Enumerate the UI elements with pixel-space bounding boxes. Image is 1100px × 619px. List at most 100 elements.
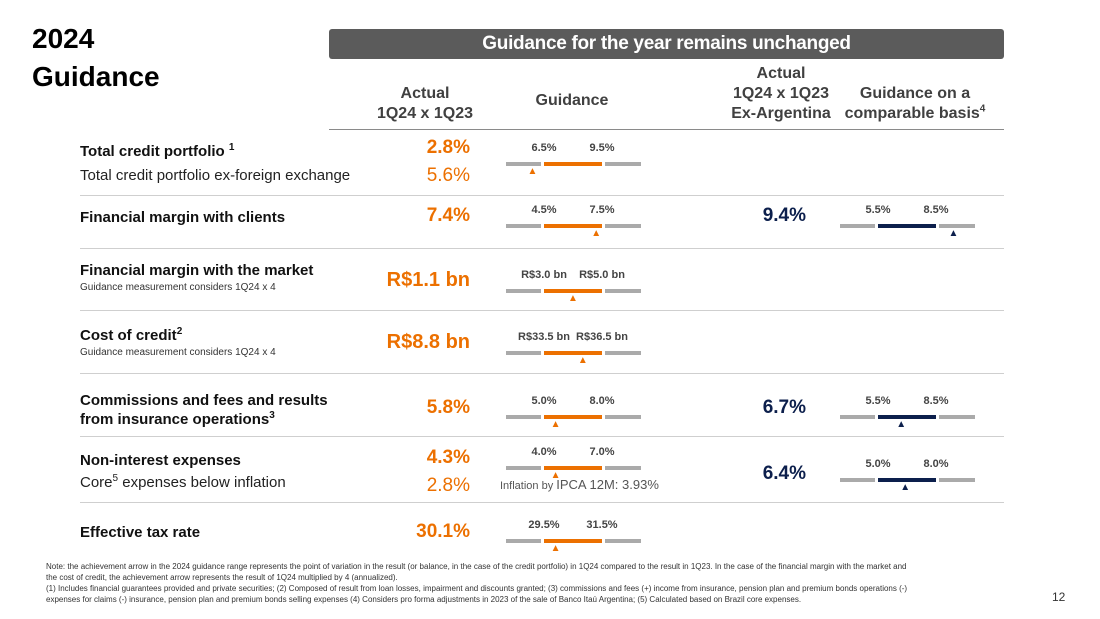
row-separator (80, 195, 1004, 196)
row-separator (80, 373, 1004, 374)
gauge-high-label: 8.0% (923, 458, 949, 470)
col-head-ex-arg-line1: Actual (756, 65, 806, 82)
gauge-bar-below (506, 162, 541, 166)
gauge-bar-below (506, 351, 541, 355)
col-head-comparable-line2: comparable basis4 (826, 104, 1004, 124)
footnote-line-1: Note: the achievement arrow in the 2024 … (46, 562, 907, 571)
col-head-guidance-label: Guidance (535, 92, 609, 109)
gauge-bar-below (840, 224, 875, 228)
header-rule (329, 129, 1004, 130)
gauge-bar-above (939, 478, 975, 482)
row-label-commissions: Commissions and fees and results from in… (80, 391, 328, 429)
actual-cost-of-credit: R$8.8 bn (386, 331, 470, 353)
actual-core-expenses: 2.8% (426, 475, 470, 496)
actual-nii-clients: 7.4% (426, 205, 470, 226)
col-head-actual: Actual 1Q24 x 1Q23 (355, 84, 495, 124)
gauge-high-label: R$5.0 bn (579, 269, 625, 281)
guidance-gauge-non-interest-expenses: 4.0% 7.0% ▲ (506, 446, 641, 481)
footnote: Note: the achievement arrow in the 2024 … (46, 561, 1036, 605)
gauge-bar-below (506, 289, 541, 293)
guidance-gauge-cost-of-credit: R$33.5 bn R$36.5 bn ▲ (506, 331, 641, 366)
gauge-low-label: 5.5% (865, 395, 891, 407)
achievement-arrow-icon: ▲ (900, 482, 911, 493)
achievement-arrow-icon: ▲ (550, 419, 561, 430)
gauge-high-label: 7.0% (589, 446, 615, 458)
gauge-bar-above (939, 224, 975, 228)
gauge-bar-below (840, 415, 875, 419)
gauge-bar-above (939, 415, 975, 419)
row-label-tax-rate: Effective tax rate (80, 524, 201, 541)
title-line-2: Guidance (32, 61, 160, 92)
guidance-gauge-commissions: 5.0% 8.0% ▲ (506, 395, 641, 430)
gauge-bar-above (605, 415, 641, 419)
actual-credit-ex-fx: 5.6% (426, 165, 470, 186)
gauge-bar-range (878, 478, 936, 482)
inflation-note-prefix: Inflation by (500, 480, 557, 492)
actual-nii-market: R$1.1 bn (386, 269, 470, 291)
achievement-arrow-icon: ▲ (577, 355, 588, 366)
row-label-cost-of-credit-sup: 2 (176, 326, 183, 337)
footnote-line-3: (1) Includes financial guarantees provid… (46, 584, 908, 593)
ex-arg-commissions: 6.7% (762, 397, 806, 418)
row-label-nii-clients: Financial margin with clients (80, 209, 286, 226)
col-head-actual-line1: Actual (400, 85, 450, 102)
footnote-line-4: expenses for claims (-) insurance, pensi… (46, 595, 802, 604)
col-head-actual-ex-arg: Actual 1Q24 x 1Q23 Ex-Argentina (700, 64, 862, 124)
inflation-note-value: IPCA 12M: 3.93% (556, 477, 659, 492)
row-label-nii-market: Financial margin with the market (80, 262, 314, 279)
core-sup: 5 (112, 473, 119, 484)
core-suffix: expenses below inflation (118, 474, 286, 491)
gauge-bar-range (544, 162, 602, 166)
row-separator (80, 436, 1004, 437)
gauge-bar-range (544, 466, 602, 470)
comparable-gauge-commissions: 5.5% 8.5% ▲ (840, 395, 975, 430)
gauge-bar-range (544, 415, 602, 419)
col-head-guidance: Guidance (502, 91, 642, 111)
row-label-commissions-line2-text: from insurance operations (80, 411, 270, 428)
page-number: 12 (1052, 590, 1066, 604)
gauge-bar-above (605, 539, 641, 543)
guidance-gauge-total-credit: 6.5% 9.5% ▲ (506, 142, 641, 177)
achievement-arrow-icon: ▲ (568, 293, 578, 304)
row-note-cost-of-credit: Guidance measurement considers 1Q24 x 4 (80, 347, 276, 358)
gauge-bar-below (506, 224, 541, 228)
row-label-non-interest-expenses: Non-interest expenses (80, 452, 241, 469)
gauge-high-label: 9.5% (589, 142, 615, 154)
footnote-line-2: the cost of credit, the achievement arro… (46, 573, 398, 582)
gauge-bar-above (605, 466, 641, 470)
title-line-1: 2024 (32, 23, 95, 54)
row-label-total-credit-sup: 1 (228, 142, 235, 153)
row-label-total-credit-text: Total credit portfolio (80, 143, 229, 160)
gauge-bar-range (878, 415, 936, 419)
actual-non-interest-expenses: 4.3% (426, 447, 470, 468)
row-separator (80, 310, 1004, 311)
gauge-bar-range (878, 224, 936, 228)
gauge-low-label: 29.5% (528, 519, 560, 531)
row-label-total-credit: Total credit portfolio 1 (80, 142, 234, 161)
achievement-arrow-icon: ▲ (550, 543, 561, 554)
gauge-bar-above (605, 289, 641, 293)
actual-tax-rate: 30.1% (416, 521, 470, 542)
achievement-arrow-icon: ▲ (550, 470, 561, 481)
gauge-bar-below (506, 466, 541, 470)
gauge-low-label: R$3.0 bn (521, 269, 567, 281)
col-head-comparable-sup: 4 (979, 103, 986, 115)
col-head-actual-line2: 1Q24 x 1Q23 (376, 105, 474, 122)
inflation-note: Inflation by IPCA 12M: 3.93% (500, 478, 659, 493)
gauge-high-label: 7.5% (589, 204, 615, 216)
row-label-commissions-line2: from insurance operations3 (80, 410, 328, 429)
gauge-bar-range (544, 351, 602, 355)
gauge-high-label: 31.5% (586, 519, 618, 531)
guidance-gauge-nii-market: R$3.0 bn R$5.0 bn ▲ (506, 269, 641, 304)
col-head-comparable: Guidance on a comparable basis4 (826, 84, 1004, 124)
achievement-arrow-icon: ▲ (527, 166, 538, 177)
gauge-low-label: 5.0% (531, 395, 557, 407)
gauge-low-label: R$33.5 bn (518, 331, 570, 343)
row-sublabel-core-expenses: Core5 expenses below inflation (80, 473, 286, 492)
gauge-low-label: 4.0% (531, 446, 557, 458)
gauge-bar-below (506, 539, 541, 543)
guidance-gauge-nii-clients: 4.5% 7.5% ▲ (506, 204, 641, 239)
gauge-bar-range (544, 289, 602, 293)
achievement-arrow-icon: ▲ (896, 419, 907, 430)
gauge-low-label: 5.0% (865, 458, 891, 470)
